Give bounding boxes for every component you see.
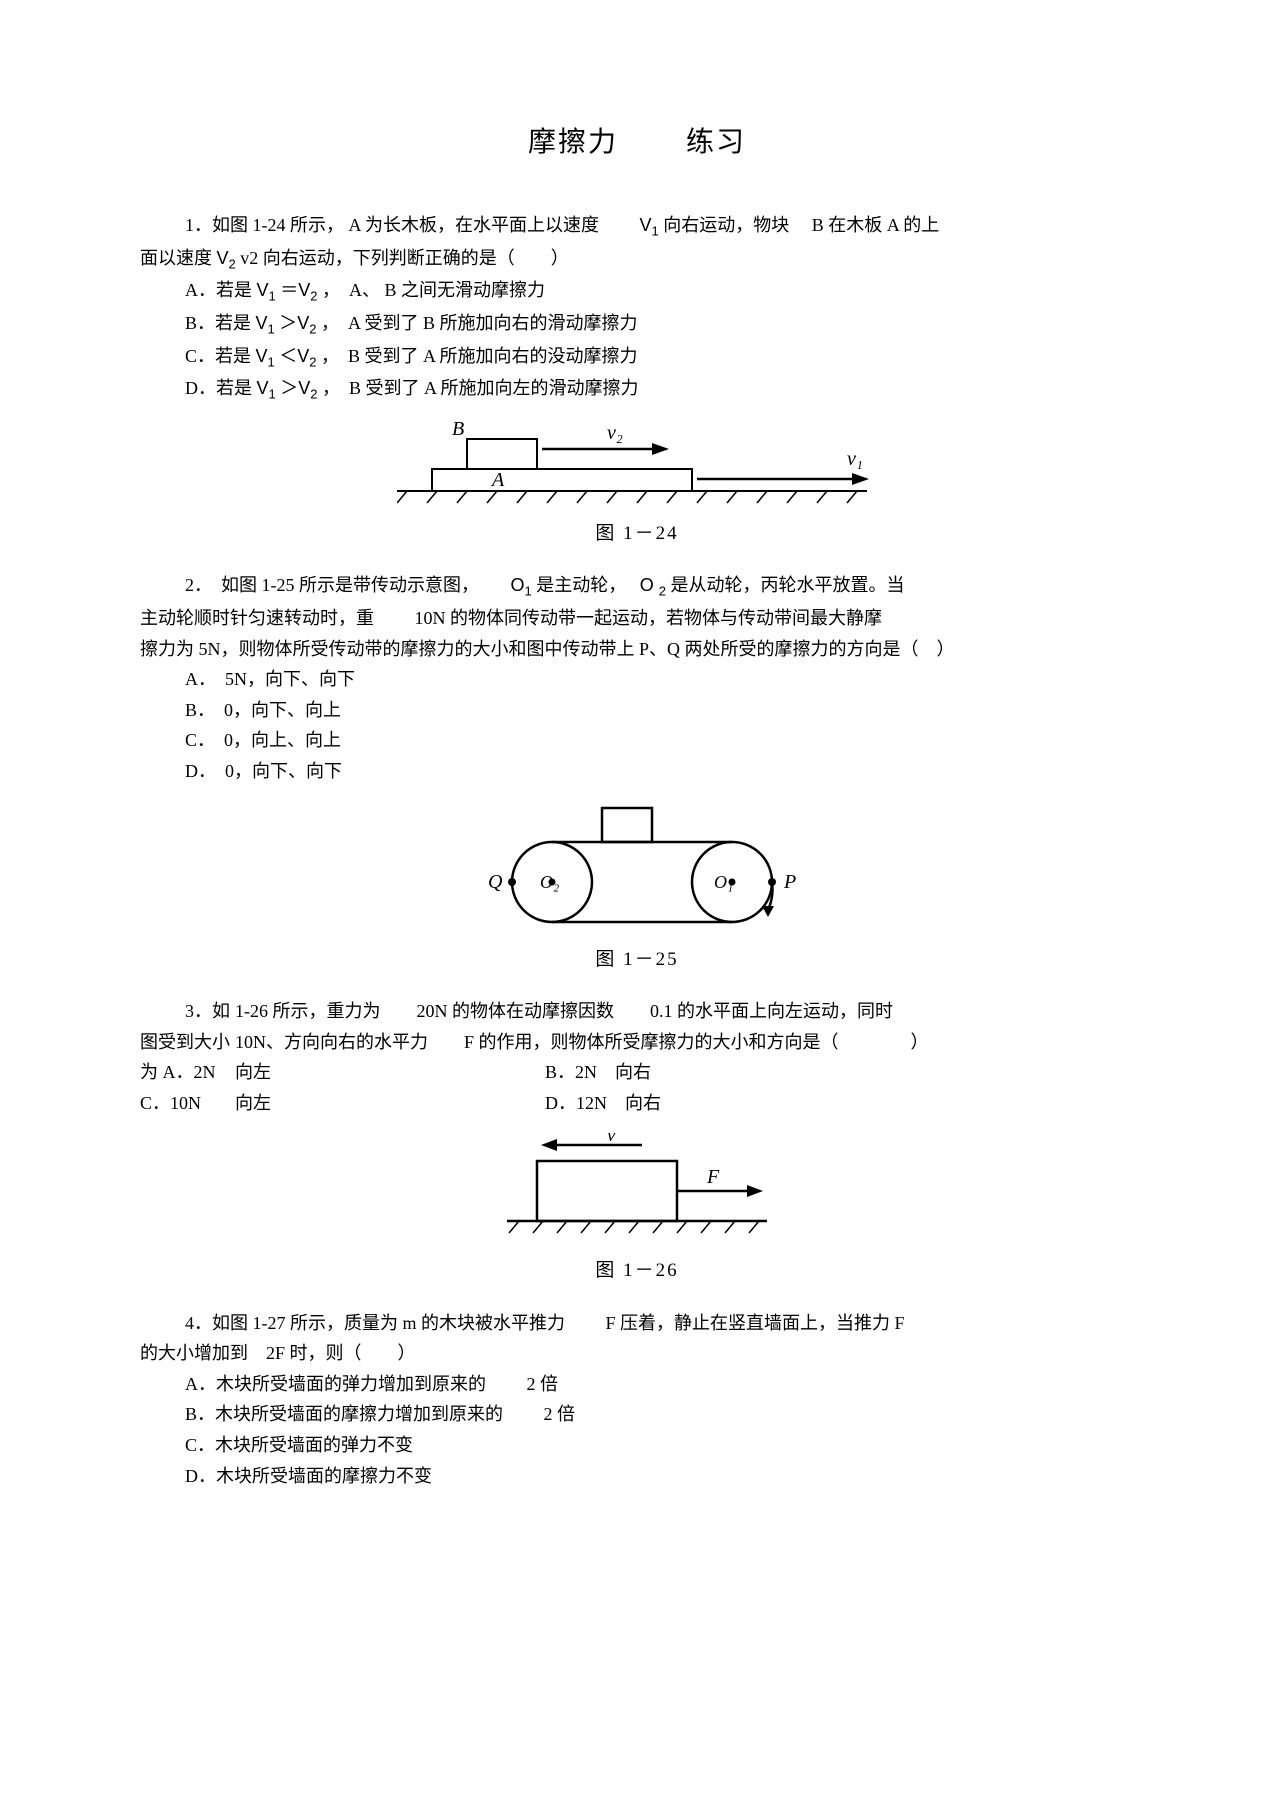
- question-4: 4．如图 1-27 所示，质量为 m 的木块被水平推力 F 压着，静止在竖直墙面…: [140, 1308, 1134, 1492]
- q4-intro-l2: 的大小增加到 2F 时，则（ ）: [140, 1338, 1134, 1369]
- q4-intro-1b: F 压着，静止在竖直墙面上，当推力 F: [606, 1313, 905, 1333]
- q4-intro-l1: 4．如图 1-27 所示，质量为 m 的木块被水平推力 F 压着，静止在竖直墙面…: [140, 1308, 1134, 1339]
- q4b-2: 2 倍: [544, 1404, 576, 1424]
- question-2: 2． 如图 1-25 所示是带传动示意图， O1 是主动轮， O 2 是从动轮，…: [140, 570, 1134, 976]
- q1a-v2: V2: [298, 280, 317, 300]
- q1c-3: B 受到了 A 所施加向右的没动摩擦力: [348, 346, 638, 366]
- q1-intro-line2: 面以速度 V2 v2 向右运动，下列判断正确的是（ ）: [140, 243, 1134, 276]
- q1c-2: ，: [317, 346, 331, 366]
- fig2-label-O1: O₁: [714, 872, 733, 892]
- q4-option-d: D．木块所受墙面的摩擦力不变: [140, 1461, 1134, 1492]
- q2-intro-l1: 2． 如图 1-25 所示是带传动示意图， O1 是主动轮， O 2 是从动轮，…: [140, 570, 1134, 603]
- q2-intro-2a: 主动轮顺时针匀速转动时，重: [140, 608, 374, 628]
- figure-1-26-caption: 图 1－26: [140, 1255, 1134, 1287]
- q3-right-l3a: 向左: [235, 1057, 545, 1088]
- q1a-eq: ＝: [276, 280, 299, 300]
- q1-intro-1b: A 为长木板，在水平面上以速度: [349, 215, 600, 235]
- q3-left-l3: 为 A．2N: [140, 1057, 235, 1088]
- q3-left-l1: 3．如: [140, 996, 235, 1027]
- fig3-label-F: F: [706, 1166, 720, 1188]
- q3-right-l1: 1-26 所示，重力为 20N 的物体在动摩擦因数 0.1 的水平面上向左运动，…: [235, 996, 1134, 1027]
- q1-intro-1a: 1．如图 1-24 所示，: [185, 215, 344, 235]
- fig1-label-v2: v₂: [607, 422, 623, 444]
- q1b-v1: V1: [256, 313, 275, 333]
- figure-1-26: v F 图 1－26: [140, 1133, 1134, 1287]
- fig2-label-O2: O₂: [540, 872, 559, 892]
- q4a-1: A．木块所受墙面的弹力增加到原来的: [185, 1374, 486, 1394]
- q1-intro-1c: 向右运动，物块: [663, 215, 789, 235]
- q2-option-c: C． 0，向上、向上: [140, 725, 1134, 756]
- figure-1-25-caption: 图 1－25: [140, 944, 1134, 976]
- q1d-v1: V1: [257, 378, 276, 398]
- q1d-1: D．若是: [185, 378, 257, 398]
- figure-1-25: O₁ O₂ Q P 图 1－25: [140, 802, 1134, 976]
- fig1-label-B: B: [452, 421, 464, 440]
- q2-O1: O1: [511, 575, 532, 595]
- q2-intro-2b: 10N 的物体同传动带一起运动，若物体与传动带间最大静摩: [415, 608, 883, 628]
- q4a-2: 2 倍: [527, 1374, 559, 1394]
- q1b-v2: V2: [297, 313, 316, 333]
- q4-option-b: B．木块所受墙面的摩擦力增加到原来的 2 倍: [140, 1399, 1134, 1430]
- q1-option-b: B．若是 V1 ＞V2 ， A 受到了 B 所施加向右的滑动摩擦力: [140, 308, 1134, 341]
- title-part1: 摩擦力: [528, 127, 618, 158]
- q1d-3: B 受到了 A 所施加向左的滑动摩擦力: [349, 378, 639, 398]
- q2-option-b: B． 0，向下、向上: [140, 695, 1134, 726]
- q3-left-l2: 图受到大小: [140, 1027, 235, 1058]
- q3-left-l4: C．10N: [140, 1088, 235, 1119]
- q2-option-d: D． 0，向下、向下: [140, 756, 1134, 787]
- q1a-v1: V1: [257, 280, 276, 300]
- q2-option-a: A． 5N，向下、向下: [140, 664, 1134, 695]
- q3-right-l4a: 向左: [235, 1088, 545, 1119]
- q4-intro-1a: 4．如图 1-27 所示，质量为 m 的木块被水平推力: [185, 1313, 565, 1333]
- q1d-v2: V2: [298, 378, 317, 398]
- q1a-3: A、 B 之间无滑动摩擦力: [349, 280, 545, 300]
- fig2-label-P: P: [783, 871, 796, 893]
- q1-intro-1d: B 在木板 A 的上: [812, 215, 940, 235]
- q1c-v1: V1: [256, 346, 275, 366]
- q1d-gt: ＞: [276, 378, 299, 398]
- q3-right-l2: 10N、方向向右的水平力 F 的作用，则物体所受摩擦力的大小和方向是（ ）: [235, 1027, 1134, 1058]
- q2-intro-l2: 主动轮顺时针匀速转动时，重 10N 的物体同传动带一起运动，若物体与传动带间最大…: [140, 603, 1134, 634]
- q1a-1: A．若是: [185, 280, 257, 300]
- fig3-label-v: v: [607, 1133, 616, 1146]
- q1b-2: ，: [317, 313, 331, 333]
- q1b-1: B．若是: [185, 313, 256, 333]
- q2-intro-1c: 是从动轮，丙轮水平放置。当: [671, 575, 905, 595]
- q3-right-l4b: D．12N 向右: [545, 1088, 661, 1119]
- title-part2: 练习: [686, 127, 746, 158]
- q1a-2: ，: [318, 280, 332, 300]
- q1-intro-2a: 面以速度: [140, 248, 212, 268]
- q4-option-a: A．木块所受墙面的弹力增加到原来的 2 倍: [140, 1369, 1134, 1400]
- figure-1-24: B A v₂ v₁ 图 1－24: [140, 421, 1134, 550]
- question-1: 1．如图 1-24 所示， A 为长木板，在水平面上以速度 V1 向右运动，物块…: [140, 210, 1134, 550]
- q1c-lt: ＜: [275, 346, 298, 366]
- q1c-1: C．若是: [185, 346, 256, 366]
- q2-intro-l3: 擦力为 5N，则物体所受传动带的摩擦力的大小和图中传动带上 P、Q 两处所受的摩…: [140, 634, 1134, 665]
- page-title: 摩擦力 练习: [140, 120, 1134, 160]
- q1b-3: A 受到了 B 所施加向右的滑动摩擦力: [348, 313, 638, 333]
- q1-v1: V1: [640, 215, 659, 235]
- q3-right-l3b: B．2N 向右: [545, 1057, 651, 1088]
- q1-option-d: D．若是 V1 ＞V2 ， B 受到了 A 所施加向左的滑动摩擦力: [140, 373, 1134, 406]
- q1-intro-line1: 1．如图 1-24 所示， A 为长木板，在水平面上以速度 V1 向右运动，物块…: [140, 210, 1134, 243]
- fig2-label-Q: Q: [488, 871, 503, 893]
- figure-1-24-caption: 图 1－24: [140, 518, 1134, 550]
- q4-option-c: C．木块所受墙面的弹力不变: [140, 1430, 1134, 1461]
- fig1-label-A: A: [490, 469, 505, 491]
- q1-v2: V2: [217, 248, 236, 268]
- q4b-1: B．木块所受墙面的摩擦力增加到原来的: [185, 1404, 503, 1424]
- fig1-label-v1: v₁: [847, 448, 863, 470]
- q1b-gt: ＞: [275, 313, 298, 333]
- q2-intro-1b: 是主动轮，: [536, 575, 617, 595]
- q1-option-c: C．若是 V1 ＜V2 ， B 受到了 A 所施加向右的没动摩擦力: [140, 341, 1134, 374]
- q1-intro-2b: v2 向右运动，下列判断正确的是（ ）: [240, 248, 569, 268]
- q1c-v2: V2: [297, 346, 316, 366]
- question-3: 3．如 图受到大小 为 A．2N C．10N 1-26 所示，重力为 20N 的…: [140, 996, 1134, 1288]
- q2-intro-1a: 2． 如图 1-25 所示是带传动示意图，: [185, 575, 470, 595]
- q2-O2: O 2: [640, 575, 666, 595]
- q1-option-a: A．若是 V1 ＝V2 ， A、 B 之间无滑动摩擦力: [140, 275, 1134, 308]
- q1d-2: ，: [318, 378, 332, 398]
